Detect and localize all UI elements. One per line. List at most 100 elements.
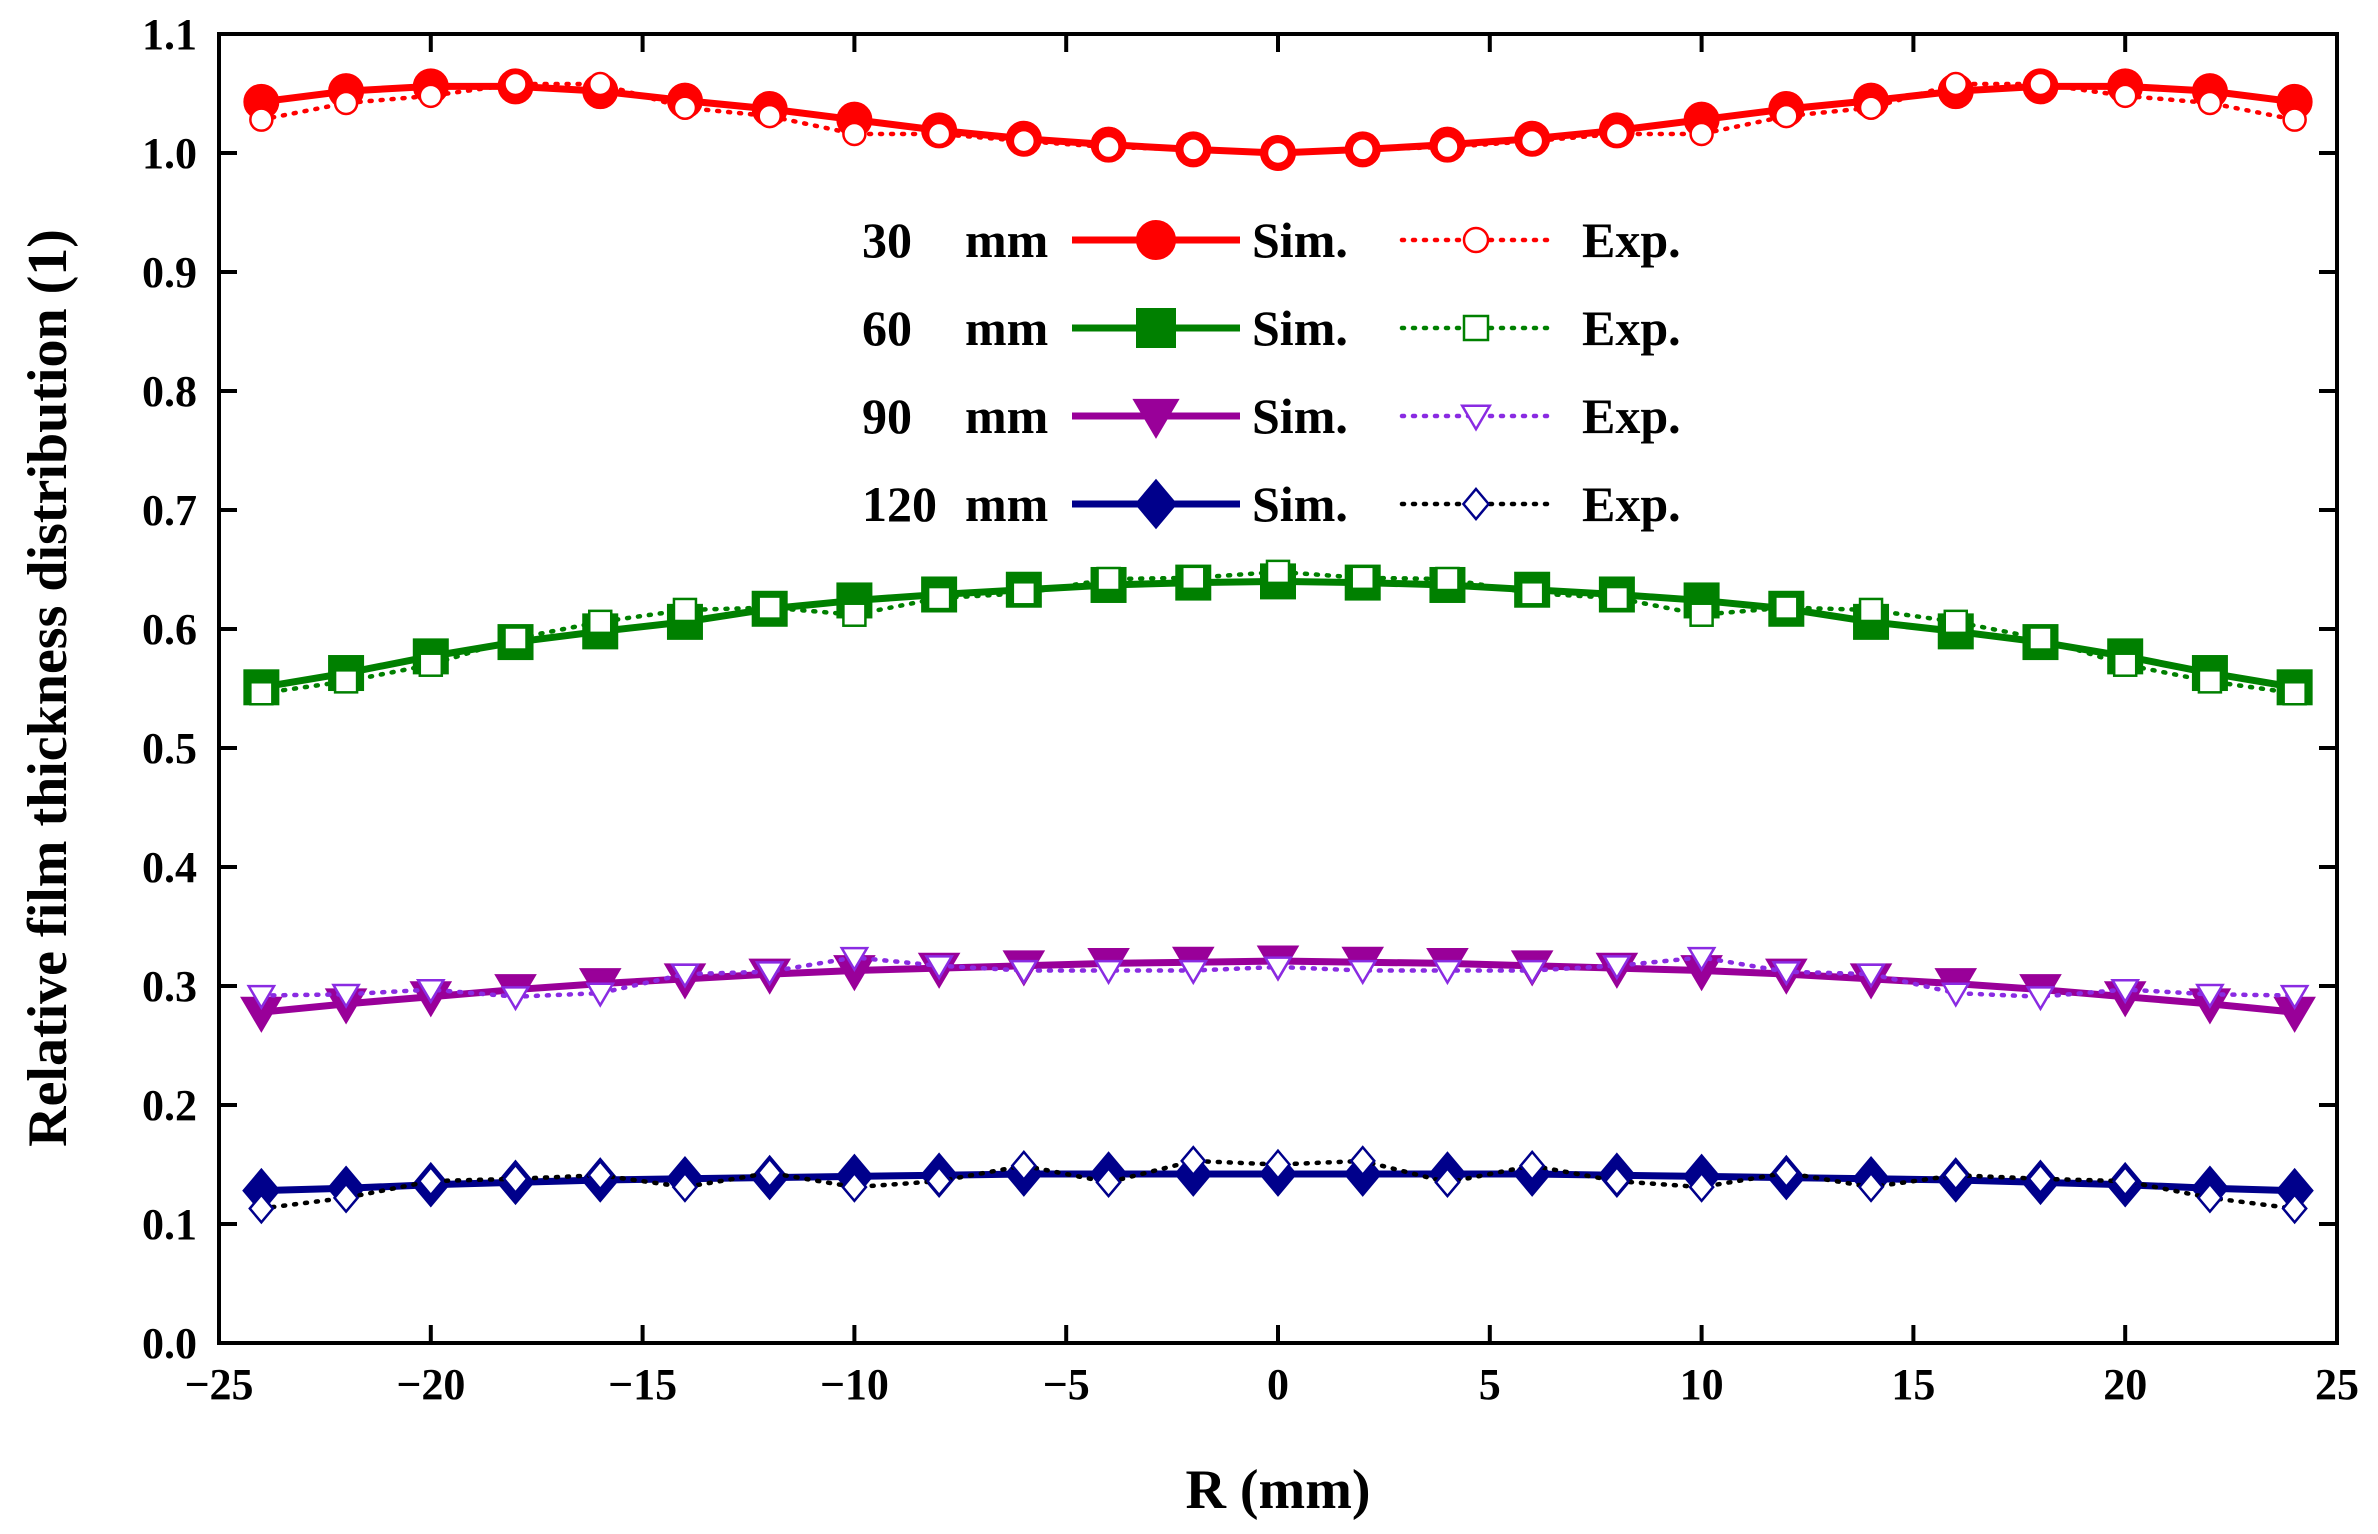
- legend-sim-marker: [1132, 398, 1180, 439]
- legend-sim-label: Sim.: [1252, 300, 1348, 356]
- data-point: [1265, 559, 1291, 585]
- data-point: [926, 121, 952, 147]
- data-point: [1518, 1149, 1546, 1182]
- data-point: [2028, 71, 2053, 97]
- data-point: [246, 984, 277, 1011]
- data-point: [503, 626, 528, 651]
- data-point: [1010, 1149, 1038, 1182]
- data-point: [1178, 959, 1209, 986]
- data-point: [332, 1182, 360, 1214]
- legend-unit: mm: [965, 300, 1048, 356]
- y-tick-label: 0.9: [142, 248, 197, 297]
- y-axis-label: Relative film thickness distribution (1): [17, 229, 79, 1147]
- data-point: [1096, 134, 1121, 160]
- series-60-mm-exp: [249, 559, 2307, 706]
- data-point: [926, 585, 952, 611]
- legend-exp-label: Exp.: [1582, 388, 1681, 444]
- legend-exp-marker: [1461, 487, 1491, 521]
- data-point: [1774, 595, 1799, 620]
- data-point: [1943, 71, 1969, 97]
- data-point: [2028, 626, 2053, 651]
- x-tick-label: 20: [2103, 1360, 2147, 1409]
- data-point: [756, 1157, 783, 1189]
- data-point: [1517, 959, 1547, 986]
- data-point: [754, 961, 785, 987]
- data-point: [671, 1171, 699, 1203]
- legend-unit: mm: [965, 212, 1048, 268]
- data-point: [1095, 1166, 1122, 1199]
- data-point: [2112, 652, 2138, 677]
- data-point: [331, 983, 361, 1009]
- legend-row-90-mm: 90 mm Sim. Exp.: [862, 388, 1681, 444]
- y-tick-label: 0.2: [142, 1081, 197, 1130]
- data-point: [1688, 1171, 1715, 1203]
- data-point: [1689, 121, 1714, 147]
- data-point: [2282, 107, 2307, 132]
- data-point: [1009, 959, 1039, 986]
- data-point: [1857, 1171, 1885, 1203]
- y-tick-label: 1.0: [142, 129, 197, 178]
- legend-unit: mm: [965, 388, 1048, 444]
- data-point: [842, 121, 867, 147]
- data-point: [585, 982, 616, 1008]
- data-point: [249, 681, 274, 706]
- data-point: [418, 652, 444, 677]
- x-tick-label: 0: [1267, 1360, 1289, 1409]
- x-tick-label: −25: [184, 1360, 253, 1409]
- data-point: [842, 602, 867, 627]
- y-tick-label: 0.4: [142, 843, 197, 892]
- data-point: [1771, 961, 1802, 987]
- series-90-mm-exp: [246, 946, 2310, 1012]
- data-point: [2110, 978, 2141, 1005]
- data-point: [1181, 565, 1206, 591]
- data-point: [841, 1171, 868, 1203]
- legend-exp-marker: [1462, 226, 1490, 254]
- x-tick-label: 15: [1891, 1360, 1935, 1409]
- data-point: [503, 71, 528, 97]
- data-point: [670, 963, 700, 989]
- data-point: [1774, 103, 1799, 129]
- data-point: [587, 71, 613, 97]
- y-tick-label: 0.6: [142, 605, 197, 654]
- x-tick-label: −15: [608, 1360, 677, 1409]
- data-point: [587, 609, 613, 635]
- data-point: [1434, 1166, 1461, 1199]
- data-point: [1011, 128, 1037, 154]
- series-30-mm-exp: [249, 71, 2307, 166]
- legend-exp-label: Exp.: [1582, 212, 1681, 268]
- data-point: [1858, 597, 1884, 623]
- data-point: [1011, 581, 1037, 606]
- x-tick-label: 25: [2315, 1360, 2359, 1409]
- data-point: [2025, 986, 2056, 1012]
- legend-sim-marker: [1136, 220, 1176, 260]
- data-point: [415, 978, 446, 1005]
- data-point: [1858, 95, 1884, 121]
- data-point: [2112, 1165, 2139, 1197]
- legend-distance: 30: [862, 212, 912, 268]
- y-tick-label: 1.1: [142, 10, 197, 59]
- legend-distance: 60: [862, 300, 912, 356]
- x-tick-label: 5: [1479, 1360, 1501, 1409]
- legend-row-60-mm: 60 mm Sim. Exp.: [862, 300, 1681, 356]
- data-point: [1435, 566, 1460, 592]
- data-point: [757, 595, 782, 620]
- data-point: [1686, 946, 1717, 973]
- data-point: [1181, 137, 1206, 162]
- x-tick-labels: −25 −20 −15 −10 −5 0 5 10 15 20 25: [184, 1360, 2359, 1409]
- data-point: [333, 90, 359, 116]
- data-point: [1096, 566, 1121, 592]
- data-point: [1432, 959, 1463, 986]
- data-point: [672, 597, 698, 623]
- data-point: [1773, 1157, 1800, 1189]
- data-point: [1940, 982, 1971, 1008]
- data-point: [587, 1159, 614, 1191]
- data-point: [248, 1192, 275, 1225]
- data-point: [925, 1165, 953, 1197]
- data-point: [500, 986, 531, 1012]
- x-tick-label: −20: [396, 1360, 465, 1409]
- data-point: [1347, 959, 1378, 986]
- legend-exp-marker: [1460, 404, 1492, 432]
- data-point: [1942, 1159, 1969, 1191]
